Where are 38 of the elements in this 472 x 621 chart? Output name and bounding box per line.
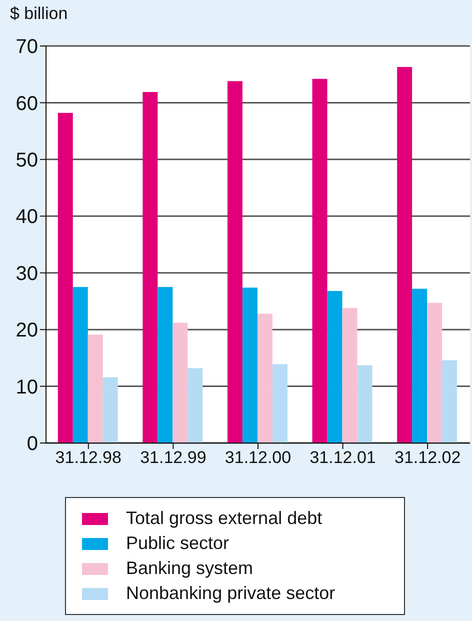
bar [312, 78, 328, 443]
x-tick-label: 31.12.00 [224, 448, 292, 468]
bar [88, 334, 103, 443]
bar [397, 66, 412, 443]
y-tick-label: 60 [16, 92, 38, 115]
y-tick-label: 10 [16, 376, 38, 398]
y-tick-label: 50 [16, 150, 38, 172]
legend-label: Public sector [126, 533, 230, 554]
bar [102, 377, 118, 443]
bar [342, 308, 358, 443]
bar [442, 360, 458, 443]
y-axis-title: $ billion [10, 4, 68, 24]
y-tick-label: 0 [26, 433, 38, 456]
bar [257, 314, 272, 443]
bar [72, 287, 88, 443]
x-tick-label: 31.12.98 [55, 448, 122, 468]
legend-label: Banking system [126, 558, 254, 579]
y-tick-label: 70 [16, 36, 38, 58]
y-tick-label: 30 [16, 262, 38, 285]
legend-label: Total gross external debt [126, 508, 322, 529]
bar [142, 92, 158, 443]
bar [412, 288, 428, 443]
y-tick-label: 20 [16, 320, 38, 342]
bar [227, 81, 242, 443]
bar [158, 287, 173, 443]
x-tick-label: 31.12.99 [140, 448, 206, 468]
legend-label: Nonbanking private sector [126, 583, 336, 604]
bar [188, 368, 203, 443]
bar [172, 322, 188, 443]
bar [58, 112, 73, 443]
y-tick-label: 40 [16, 206, 38, 228]
bar [272, 364, 288, 443]
bar [327, 291, 342, 443]
bar [357, 365, 372, 443]
bar [242, 288, 258, 443]
x-tick-label: 31.12.02 [394, 448, 461, 468]
bar [427, 302, 442, 443]
x-tick-label: 31.12.01 [310, 448, 376, 468]
